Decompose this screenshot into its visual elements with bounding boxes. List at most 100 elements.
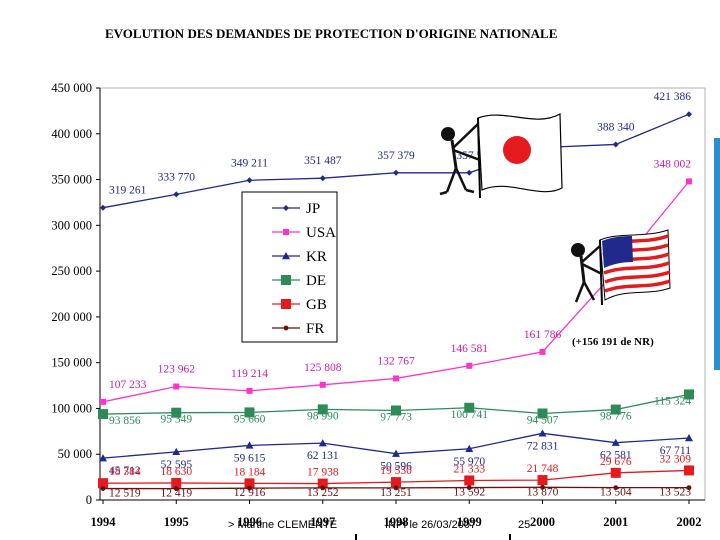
series-layer: [98, 111, 694, 492]
data-point-jp: [466, 169, 473, 176]
series-fr: [100, 484, 692, 492]
data-label-jp: 351 487: [304, 155, 342, 167]
legend-label: DE: [306, 273, 326, 289]
legend-marker: [281, 275, 291, 285]
data-label-jp: 421 386: [654, 91, 692, 103]
data-point-jp: [173, 191, 180, 198]
data-point-de: [684, 389, 694, 400]
data-point-fr: [247, 485, 252, 491]
data-label-jp: 388 340: [597, 121, 635, 133]
x-tick-label: 1996: [237, 515, 262, 529]
x-tick-label: 1995: [164, 515, 189, 529]
legend-item-kr: KR: [272, 249, 327, 265]
data-point-usa: [539, 348, 546, 355]
legend-marker: [283, 325, 289, 331]
japan-flag-figure-icon: [439, 112, 563, 199]
y-tick-label: 200 000: [51, 310, 92, 324]
data-point-gb: [537, 475, 548, 486]
data-label-fr: 13 870: [527, 486, 559, 498]
data-point-kr: [611, 438, 620, 446]
data-point-fr: [393, 485, 399, 491]
data-point-usa: [173, 383, 180, 390]
data-label-fr: 12 419: [160, 488, 192, 500]
legend-label: FR: [306, 321, 324, 337]
data-label-gb: 17 938: [307, 467, 339, 479]
data-label-fr: 13 252: [307, 487, 339, 499]
data-point-gb: [684, 465, 694, 476]
data-point-de: [98, 409, 108, 420]
data-label-de: 100 741: [451, 409, 489, 421]
y-tick-label: 450 000: [51, 81, 92, 95]
data-label-jp: 319 261: [109, 185, 147, 197]
data-label-de: 94 507: [527, 414, 559, 426]
data-label-gb: 21 333: [453, 463, 485, 475]
legend-item-fr: FR: [272, 321, 324, 337]
legend-marker: [283, 205, 289, 211]
data-point-jp: [612, 141, 619, 148]
data-label-gb: 21 748: [527, 463, 559, 475]
y-ticks: 0 50 000 100 000 150 000 200 000 250 000 300 0…: [51, 81, 100, 507]
data-label-usa: 161 786: [524, 329, 562, 341]
data-point-usa: [319, 381, 326, 388]
footer-page: 25: [518, 519, 530, 531]
data-point-usa: [686, 178, 692, 185]
data-point-fr: [613, 485, 619, 491]
data-point-fr: [173, 486, 179, 492]
data-label-kr: 52 595: [160, 459, 192, 471]
legend-box: [241, 191, 338, 343]
data-label-usa: 146 581: [451, 343, 489, 355]
data-point-de: [537, 408, 548, 419]
data-point-jp: [393, 169, 399, 176]
data-label-usa: 125 808: [304, 362, 342, 374]
legend-item-gb: GB: [272, 297, 327, 313]
data-point-kr: [392, 449, 400, 457]
data-point-jp: [319, 175, 326, 182]
y-tick-label: 150 000: [51, 356, 92, 370]
data-label-fr: 13 504: [600, 487, 632, 499]
x-tick-label: 1998: [384, 515, 409, 529]
data-label-jp: 357 379: [377, 150, 415, 162]
data-label-de: 115 324: [654, 395, 691, 407]
legend-label: GB: [306, 297, 327, 313]
data-point-kr: [465, 444, 474, 452]
data-point-gb: [171, 477, 182, 488]
data-label-kr: 62 581: [600, 450, 632, 462]
data-point-de: [464, 402, 475, 413]
data-point-jp: [686, 111, 692, 118]
x-tick-label: 2000: [530, 515, 555, 529]
data-label-gb: 32 309: [659, 453, 691, 465]
legend-label: KR: [306, 249, 327, 265]
data-label-kr: 50 596: [380, 461, 412, 473]
data-label-kr: 45 712: [109, 465, 141, 477]
data-label-kr: 72 831: [527, 440, 559, 452]
legend-marker: [283, 229, 289, 235]
y-tick-label: 50 000: [58, 447, 92, 461]
y-tick-label: 300 000: [51, 218, 92, 232]
data-label-kr: 59 615: [234, 452, 266, 464]
data-label-de: 98 990: [307, 410, 339, 422]
data-point-kr: [99, 454, 107, 462]
data-point-de: [391, 405, 401, 416]
data-point-de: [610, 404, 621, 415]
usa-flag-figure-icon: [571, 229, 671, 306]
x-tick-label: 2001: [603, 515, 628, 529]
y-tick-label: 350 000: [51, 173, 92, 187]
y-tick-label: 0: [86, 493, 92, 507]
data-point-gb: [98, 478, 108, 489]
data-label-de: 95 660: [234, 413, 266, 425]
x-tick-label: 1999: [457, 515, 482, 529]
data-label-de: 95 349: [160, 414, 192, 426]
data-point-fr: [320, 485, 326, 491]
legend-label: USA: [306, 225, 336, 241]
data-label-usa: 132 767: [377, 355, 415, 367]
series-kr: [99, 429, 693, 462]
data-label-fr: 12 519: [109, 488, 141, 500]
data-label-kr: 62 131: [307, 450, 339, 462]
data-point-kr: [685, 434, 693, 442]
y-tick-label: 250 000: [51, 264, 92, 278]
data-label-jp: 333 770: [158, 171, 196, 183]
legend-marker: [282, 252, 290, 260]
footer-org: INPI le 26/03/2007: [385, 519, 476, 531]
